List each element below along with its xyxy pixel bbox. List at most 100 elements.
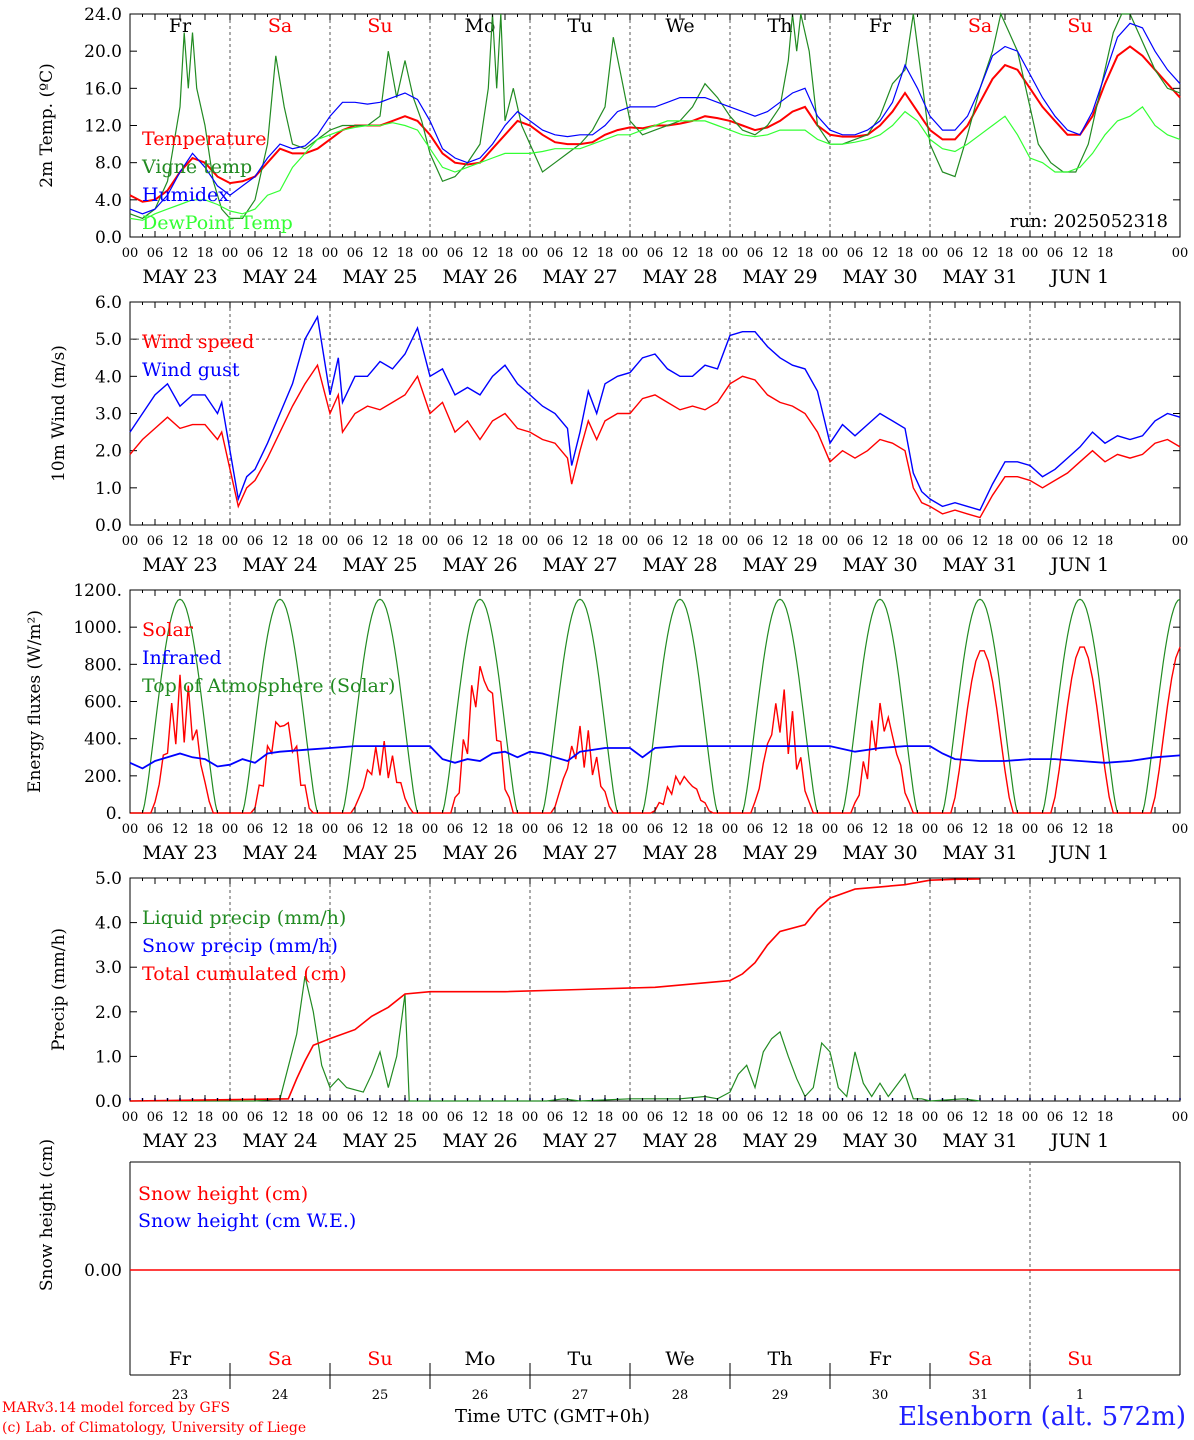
legend-temp-1: Vigne temp <box>141 156 252 178</box>
hour-tick-label: 12 <box>472 1110 489 1125</box>
hour-tick-label: 00 <box>622 534 639 549</box>
hour-tick-label: 12 <box>372 246 389 261</box>
date-label: MAY 30 <box>842 554 917 576</box>
y-tick-label: 5.0 <box>95 330 122 350</box>
hour-tick-label: 12 <box>372 1110 389 1125</box>
weekday-label: Su <box>1067 15 1092 37</box>
day-number-label: 24 <box>272 1388 289 1400</box>
date-label: MAY 24 <box>242 842 317 864</box>
hour-tick-label: 00 <box>1172 246 1189 261</box>
hour-tick-label: 18 <box>497 534 514 549</box>
hour-tick-label: 00 <box>222 822 239 837</box>
series-line-precip-2 <box>129 878 981 1102</box>
hour-tick-label: 06 <box>347 246 364 261</box>
y-tick-label: 0.0 <box>95 516 122 536</box>
hour-tick-label: 06 <box>747 534 764 549</box>
hour-tick-label: 06 <box>747 246 764 261</box>
date-label: MAY 24 <box>242 554 317 576</box>
hour-tick-label: 18 <box>797 822 814 837</box>
hour-tick-label: 12 <box>572 534 589 549</box>
date-label: MAY 29 <box>742 554 817 576</box>
x-ticks-4 <box>129 878 1181 1101</box>
hour-tick-label: 12 <box>472 534 489 549</box>
hour-tick-label: 12 <box>872 246 889 261</box>
y-tick-label: 16.0 <box>84 79 122 99</box>
hour-tick-label: 18 <box>297 534 314 549</box>
y-tick-label: 12.0 <box>84 117 122 137</box>
date-label: MAY 31 <box>942 1130 1017 1152</box>
hour-tick-label: 12 <box>272 822 289 837</box>
hour-tick-label: 06 <box>147 822 164 837</box>
hour-tick-label: 18 <box>297 246 314 261</box>
y-tick-label: 2.0 <box>95 442 122 462</box>
hour-tick-label: 00 <box>122 822 139 837</box>
hour-tick-label: 00 <box>622 1110 639 1125</box>
legend-wind-0: Wind speed <box>142 331 254 353</box>
date-label: MAY 31 <box>942 842 1017 864</box>
hour-tick-label: 12 <box>872 534 889 549</box>
hour-tick-label: 00 <box>922 534 939 549</box>
hour-tick-label: 18 <box>997 534 1014 549</box>
y-axis-label: 2m Temp. (ºC) <box>37 63 57 188</box>
date-label: MAY 28 <box>642 554 717 576</box>
date-label: MAY 23 <box>142 842 217 864</box>
y-axis-label: Precip (mm/h) <box>49 928 69 1051</box>
hour-tick-label: 06 <box>447 1110 464 1125</box>
legend-temp-0: Temperature <box>142 128 266 150</box>
y-tick-label: 4.0 <box>95 367 122 387</box>
date-label: MAY 25 <box>342 554 417 576</box>
day-number-label: 31 <box>972 1388 989 1400</box>
y-tick-label: 8.0 <box>95 154 122 174</box>
hour-tick-label: 18 <box>997 1110 1014 1125</box>
y-tick-label: 1200. <box>73 581 122 601</box>
hour-tick-label: 00 <box>322 534 339 549</box>
date-label: MAY 26 <box>442 266 517 288</box>
x-ticks-2 <box>129 302 1181 525</box>
hour-tick-label: 06 <box>547 822 564 837</box>
hour-tick-label: 06 <box>547 534 564 549</box>
hour-tick-label: 18 <box>697 1110 714 1125</box>
hour-tick-label: 18 <box>597 246 614 261</box>
hour-tick-label: 12 <box>572 246 589 261</box>
panel-frame-3 <box>129 589 1181 814</box>
hour-tick-label: 06 <box>847 534 864 549</box>
date-label: JUN 1 <box>1049 1130 1109 1152</box>
hour-tick-label: 06 <box>647 246 664 261</box>
weekday-label: Fr <box>869 15 892 37</box>
hour-tick-label: 18 <box>197 1110 214 1125</box>
legend-precip-2: Total cumulated (cm) <box>142 963 347 985</box>
weekday-label: We <box>665 15 694 37</box>
hour-tick-label: 06 <box>947 822 964 837</box>
hour-tick-label: 18 <box>897 822 914 837</box>
hour-tick-label: 00 <box>1172 534 1189 549</box>
hour-tick-label: 18 <box>297 1110 314 1125</box>
hour-tick-label: 00 <box>722 822 739 837</box>
hour-tick-label: 00 <box>422 246 439 261</box>
hour-tick-label: 12 <box>572 822 589 837</box>
date-label: MAY 28 <box>642 842 717 864</box>
hour-tick-label: 12 <box>672 534 689 549</box>
hour-tick-label: 18 <box>697 534 714 549</box>
hour-tick-label: 18 <box>397 534 414 549</box>
hour-tick-label: 00 <box>522 822 539 837</box>
date-label: MAY 28 <box>642 1130 717 1152</box>
legend-snow-1: Snow height (cm W.E.) <box>138 1210 356 1232</box>
weekday-label: Sa <box>268 1348 292 1370</box>
hour-tick-label: 00 <box>122 1110 139 1125</box>
x-axis-title: Time UTC (GMT+0h) <box>455 1406 650 1427</box>
hour-tick-label: 06 <box>247 246 264 261</box>
hour-tick-label: 12 <box>772 822 789 837</box>
date-label: MAY 29 <box>742 266 817 288</box>
hour-tick-label: 12 <box>672 1110 689 1125</box>
y-tick-label: 200. <box>84 767 122 787</box>
hour-tick-label: 18 <box>397 1110 414 1125</box>
y-axis-label: 10m Wind (m/s) <box>49 345 69 482</box>
y-axis-label: Snow height (cm) <box>37 1139 57 1291</box>
panel-frame-2 <box>129 301 1181 526</box>
hour-tick-label: 06 <box>447 822 464 837</box>
y-tick-label: 400. <box>84 730 122 750</box>
hour-tick-label: 00 <box>222 246 239 261</box>
hour-tick-label: 18 <box>697 822 714 837</box>
hour-tick-label: 00 <box>122 534 139 549</box>
hour-tick-label: 12 <box>172 246 189 261</box>
